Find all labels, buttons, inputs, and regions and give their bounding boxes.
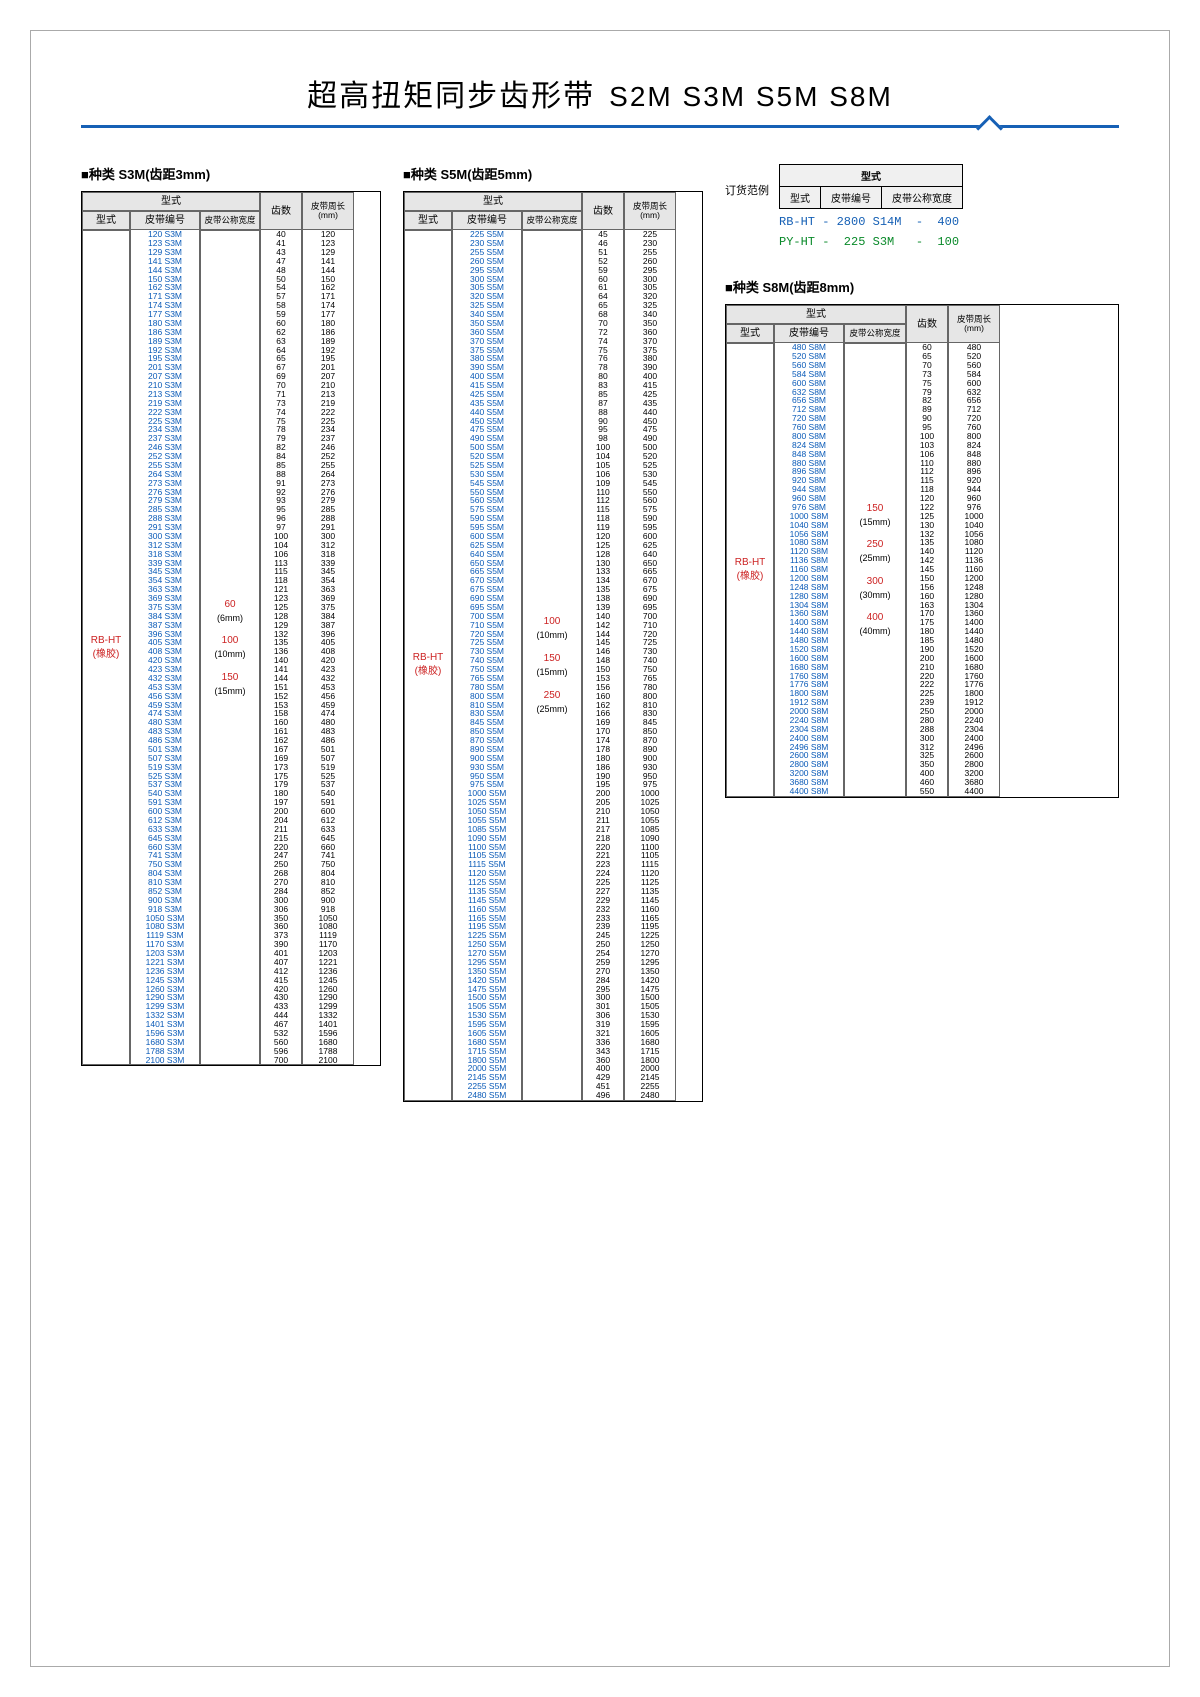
- type-cell: RB-HT(橡胶): [404, 230, 452, 1101]
- th-teeth: 齿数: [582, 192, 624, 230]
- th-circ: 皮带周长(mm): [302, 192, 354, 230]
- teeth-cell: 496: [582, 1091, 624, 1101]
- order-example-label: 订货范例: [725, 164, 769, 198]
- code-cell: 2100 S3M: [130, 1055, 200, 1065]
- order-example: 订货范例 型式 型式 皮带编号 皮带公称宽度 RB-HT - 2800 S14M…: [725, 164, 1119, 249]
- th-circ: 皮带周长(mm): [948, 305, 1000, 343]
- th-code: 皮带编号: [452, 211, 522, 230]
- code-cell: 2480 S5M: [452, 1091, 522, 1101]
- title-underline: [81, 125, 1119, 128]
- circ-cell: 2480: [624, 1091, 676, 1101]
- legend-group: 型式: [780, 165, 963, 187]
- legend-col-width: 皮带公称宽度: [882, 187, 963, 209]
- section-s3m: ■种类 S3M(齿距3mm) 型式 齿数 皮带周长(mm) 型式 皮带编号 皮带…: [81, 164, 381, 1066]
- section-s5m: ■种类 S5M(齿距5mm) 型式 齿数 皮带周长(mm) 型式 皮带编号 皮带…: [403, 164, 703, 1102]
- width-cell: 150(15mm)250(25mm)300(30mm)400(40mm): [844, 343, 906, 797]
- width-cell: 60(6mm)100(10mm)150(15mm): [200, 230, 260, 1065]
- th-group: 型式: [404, 192, 582, 211]
- circ-cell: 2100: [302, 1055, 354, 1065]
- s5m-heading: ■种类 S5M(齿距5mm): [403, 164, 703, 183]
- th-width: 皮带公称宽度: [522, 211, 582, 230]
- th-teeth: 齿数: [906, 305, 948, 343]
- th-teeth: 齿数: [260, 192, 302, 230]
- columns: ■种类 S3M(齿距3mm) 型式 齿数 皮带周长(mm) 型式 皮带编号 皮带…: [81, 164, 1119, 1102]
- th-code: 皮带编号: [774, 324, 844, 343]
- legend-table: 型式 型式 皮带编号 皮带公称宽度: [779, 164, 963, 209]
- page-title-row: 超高扭矩同步齿形带 S2M S3M S5M S8M: [81, 71, 1119, 115]
- legend-col-type: 型式: [780, 187, 821, 209]
- example-line-1: RB-HT - 2800 S14M - 400: [779, 215, 963, 229]
- th-group: 型式: [726, 305, 906, 324]
- teeth-cell: 700: [260, 1055, 302, 1065]
- s8m-heading: ■种类 S8M(齿距8mm): [725, 277, 1119, 296]
- th-type: 型式: [404, 211, 452, 230]
- s3m-table: 型式 齿数 皮带周长(mm) 型式 皮带编号 皮带公称宽度 RB-HT(橡胶) 60…: [81, 191, 381, 1066]
- width-cell: 100(10mm)150(15mm)250(25mm): [522, 230, 582, 1101]
- legend-col-code: 皮带编号: [821, 187, 882, 209]
- th-width: 皮带公称宽度: [200, 211, 260, 230]
- th-width: 皮带公称宽度: [844, 324, 906, 343]
- th-type: 型式: [82, 211, 130, 230]
- order-example-body: 型式 型式 皮带编号 皮带公称宽度 RB-HT - 2800 S14M - 40…: [779, 164, 963, 249]
- example-line-2: PY-HT - 225 S3M - 100: [779, 235, 963, 249]
- circ-cell: 4400: [948, 787, 1000, 797]
- page-frame: 超高扭矩同步齿形带 S2M S3M S5M S8M ■种类 S3M(齿距3mm)…: [30, 30, 1170, 1667]
- th-group: 型式: [82, 192, 260, 211]
- teeth-cell: 550: [906, 787, 948, 797]
- title-sub: S2M S3M S5M S8M: [609, 81, 893, 113]
- s5m-table: 型式 齿数 皮带周长(mm) 型式 皮带编号 皮带公称宽度 RB-HT(橡胶) 10…: [403, 191, 703, 1102]
- code-cell: 4400 S8M: [774, 787, 844, 797]
- type-cell: RB-HT(橡胶): [82, 230, 130, 1065]
- s3m-heading: ■种类 S3M(齿距3mm): [81, 164, 381, 183]
- th-code: 皮带编号: [130, 211, 200, 230]
- type-cell: RB-HT(橡胶): [726, 343, 774, 797]
- right-column: 订货范例 型式 型式 皮带编号 皮带公称宽度 RB-HT - 2800 S14M…: [725, 164, 1119, 798]
- title-main: 超高扭矩同步齿形带: [307, 71, 595, 115]
- s8m-table: 型式 齿数 皮带周长(mm) 型式 皮带编号 皮带公称宽度 RB-HT(橡胶) 15…: [725, 304, 1119, 798]
- section-s8m: ■种类 S8M(齿距8mm) 型式 齿数 皮带周长(mm) 型式 皮带编号 皮带…: [725, 277, 1119, 798]
- th-circ: 皮带周长(mm): [624, 192, 676, 230]
- th-type: 型式: [726, 324, 774, 343]
